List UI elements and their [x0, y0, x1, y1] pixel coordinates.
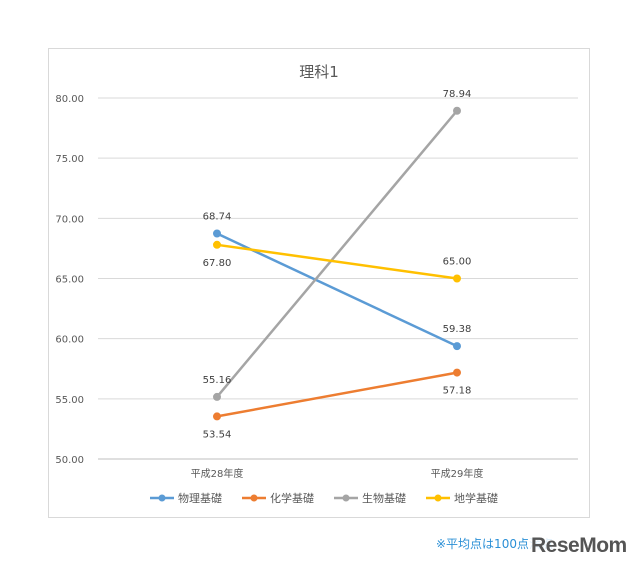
data-point	[213, 240, 221, 249]
series-line	[215, 243, 459, 280]
legend-label: 生物基礎	[362, 491, 406, 505]
y-tick-label: 80.00	[55, 94, 84, 105]
data-label: 55.16	[203, 375, 232, 386]
series-line	[215, 371, 459, 418]
data-point	[213, 392, 221, 401]
y-tick-label: 65.00	[55, 275, 84, 286]
data-point	[453, 106, 461, 115]
legend-marker	[158, 494, 166, 502]
legend-marker	[434, 494, 442, 502]
series-line	[215, 109, 459, 399]
legend-label: 化学基礎	[270, 491, 314, 505]
footnote: ※平均点は100点満点	[436, 537, 553, 551]
data-label: 65.00	[443, 257, 472, 268]
y-tick-label: 75.00	[55, 154, 84, 165]
legend-label: 物理基礎	[178, 491, 222, 505]
legend-marker	[250, 494, 258, 502]
data-point	[213, 412, 221, 421]
series-line	[215, 232, 459, 348]
site-logo: ReseMom	[528, 534, 630, 558]
chart-title: 理科1	[299, 63, 339, 81]
data-point	[453, 368, 461, 377]
chart-frame	[48, 48, 590, 518]
data-point	[453, 274, 461, 283]
legend-marker	[342, 494, 350, 502]
x-tick-label: 平成28年度	[191, 467, 244, 480]
data-label: 67.80	[203, 258, 232, 269]
data-label: 78.94	[443, 89, 472, 100]
legend-label: 地学基礎	[454, 491, 498, 505]
data-point	[213, 229, 221, 238]
data-label: 57.18	[443, 386, 472, 397]
y-tick-label: 70.00	[55, 214, 84, 225]
x-tick-label: 平成29年度	[431, 467, 484, 480]
y-tick-label: 55.00	[55, 395, 84, 406]
data-label: 59.38	[443, 324, 472, 335]
data-label: 68.74	[203, 211, 232, 222]
y-tick-label: 60.00	[55, 335, 84, 346]
data-label: 53.54	[203, 429, 232, 440]
y-tick-label: 50.00	[55, 455, 84, 466]
data-point	[453, 342, 461, 351]
